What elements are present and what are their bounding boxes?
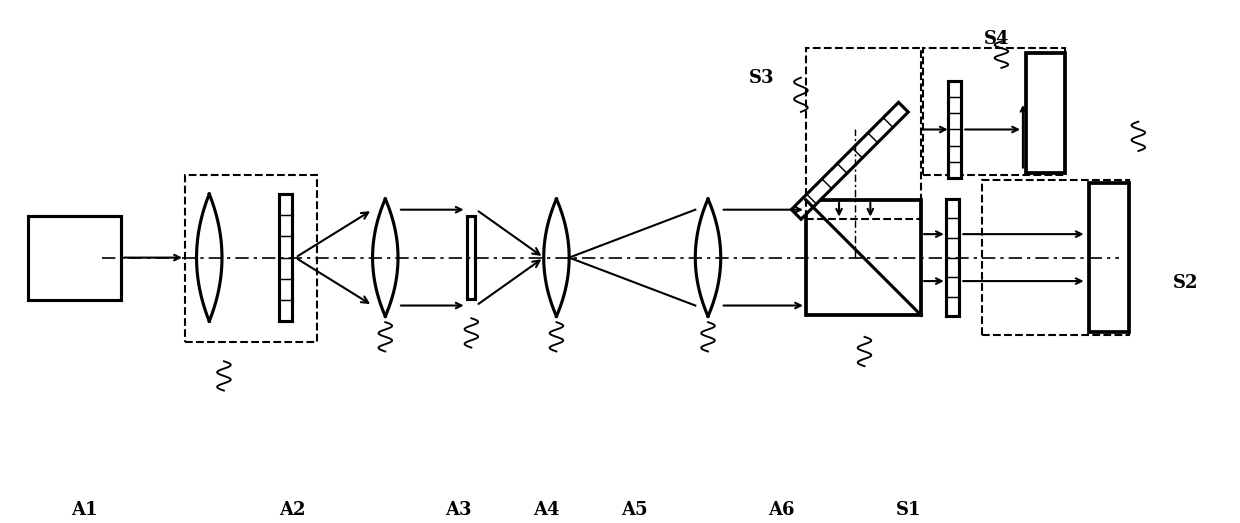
Text: S4: S4 (983, 30, 1009, 48)
Bar (185, 175, 317, 342)
Text: A3: A3 (445, 501, 472, 519)
Text: A4: A4 (533, 501, 560, 519)
Bar (806, 200, 921, 315)
Bar (923, 48, 1065, 175)
Bar (949, 81, 961, 178)
Text: S2: S2 (1173, 274, 1198, 292)
Bar (1025, 53, 1065, 173)
Bar (806, 48, 921, 220)
Bar (279, 194, 291, 321)
Bar (982, 180, 1128, 335)
Bar (467, 216, 475, 299)
Text: S1: S1 (895, 501, 921, 519)
Text: S3: S3 (749, 70, 775, 87)
Text: A1: A1 (71, 501, 97, 519)
Bar (946, 199, 959, 316)
Bar (1090, 183, 1128, 332)
Text: A6: A6 (768, 501, 795, 519)
Text: A5: A5 (621, 501, 649, 519)
Text: A2: A2 (279, 501, 305, 519)
Polygon shape (791, 103, 908, 219)
Bar (29, 215, 122, 300)
